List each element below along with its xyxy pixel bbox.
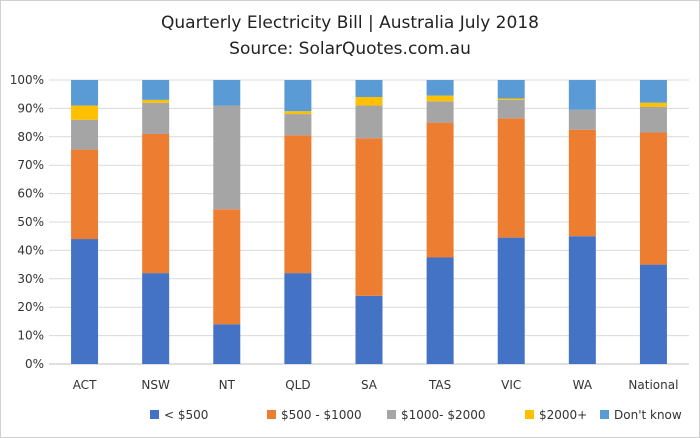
bar-segment <box>355 105 383 139</box>
bar-segment <box>426 95 454 102</box>
x-tick-label: NT <box>219 378 236 392</box>
legend-label: < $500 <box>164 408 208 422</box>
bar-layer <box>71 80 667 364</box>
bar-segment <box>639 264 667 364</box>
bar-segment <box>284 135 312 274</box>
bar-segment <box>213 324 241 364</box>
legend-swatch <box>525 410 534 419</box>
legend-swatch <box>150 410 159 419</box>
x-tick-label: ACT <box>73 378 97 392</box>
bar-segment <box>568 80 596 110</box>
legend-swatch <box>600 410 609 419</box>
chart-title: Quarterly Electricity Bill | Australia J… <box>161 13 539 33</box>
bar-segment <box>355 295 383 364</box>
bar-segment <box>213 105 241 210</box>
bar-segment <box>284 273 312 364</box>
bar-segment <box>71 105 99 120</box>
bar-segment <box>142 102 170 134</box>
y-tick-label: 20% <box>17 300 44 314</box>
legend-label: Don't know <box>614 408 682 422</box>
y-tick-label: 50% <box>17 215 44 229</box>
bar-segment <box>426 122 454 258</box>
bar-segment <box>355 138 383 296</box>
bar-segment <box>497 99 525 119</box>
legend: < $500 $500 - $1000 $1000- $2000 $2000+ Don'… <box>150 408 682 422</box>
bar-segment <box>284 80 312 112</box>
y-tick-label: 40% <box>17 243 44 257</box>
bar-segment <box>426 257 454 364</box>
legend-swatch <box>267 410 276 419</box>
y-tick-label: 10% <box>17 329 44 343</box>
legend-swatch <box>387 410 396 419</box>
x-axis-ticks: ACT NSW NT QLD SA TAS VIC WA National <box>73 378 679 392</box>
chart-subtitle: Source: SolarQuotes.com.au <box>229 39 471 59</box>
bar-segment <box>497 237 525 364</box>
bar-segment <box>639 132 667 265</box>
bar-segment <box>355 80 383 98</box>
bar-segment <box>142 80 170 100</box>
y-tick-label: 70% <box>17 158 44 172</box>
x-tick-label: TAS <box>428 378 451 392</box>
bar-segment <box>71 149 99 240</box>
y-tick-label: 100% <box>10 73 44 87</box>
bar-segment <box>142 273 170 364</box>
bar-segment <box>71 119 99 150</box>
x-tick-label: QLD <box>285 378 310 392</box>
bar-segment <box>71 239 99 364</box>
bar-segment <box>497 80 525 99</box>
x-tick-label: SA <box>361 378 378 392</box>
y-tick-label: 30% <box>17 272 44 286</box>
legend-label: $1000- $2000 <box>401 408 486 422</box>
bar-segment <box>639 102 667 107</box>
bar-segment <box>284 114 312 136</box>
bar-segment <box>142 133 170 274</box>
bar-segment <box>639 80 667 103</box>
bar-segment <box>568 129 596 237</box>
x-tick-label: VIC <box>501 378 521 392</box>
x-tick-label: National <box>628 378 678 392</box>
bar-segment <box>426 101 454 123</box>
bar-segment <box>355 97 383 106</box>
y-axis-ticks: 0% 10% 20% 30% 40% 50% 60% 70% 80% 90% 100% <box>10 73 44 371</box>
bar-segment <box>213 209 241 325</box>
bar-segment <box>426 80 454 96</box>
bar-segment <box>284 111 312 115</box>
x-tick-label: WA <box>573 378 593 392</box>
x-tick-label: NSW <box>141 378 170 392</box>
y-tick-label: 80% <box>17 130 44 144</box>
bar-segment <box>142 99 170 103</box>
bar-segment <box>213 80 241 106</box>
bar-segment <box>497 118 525 238</box>
bar-segment <box>568 236 596 364</box>
bar-segment <box>71 80 99 106</box>
legend-label: $500 - $1000 <box>281 408 362 422</box>
y-tick-label: 90% <box>17 101 44 115</box>
bar-segment <box>497 98 525 100</box>
legend-label: $2000+ <box>539 408 587 422</box>
y-tick-label: 60% <box>17 187 44 201</box>
bar-segment <box>639 106 667 133</box>
y-tick-label: 0% <box>25 357 44 371</box>
bar-segment <box>568 109 596 130</box>
